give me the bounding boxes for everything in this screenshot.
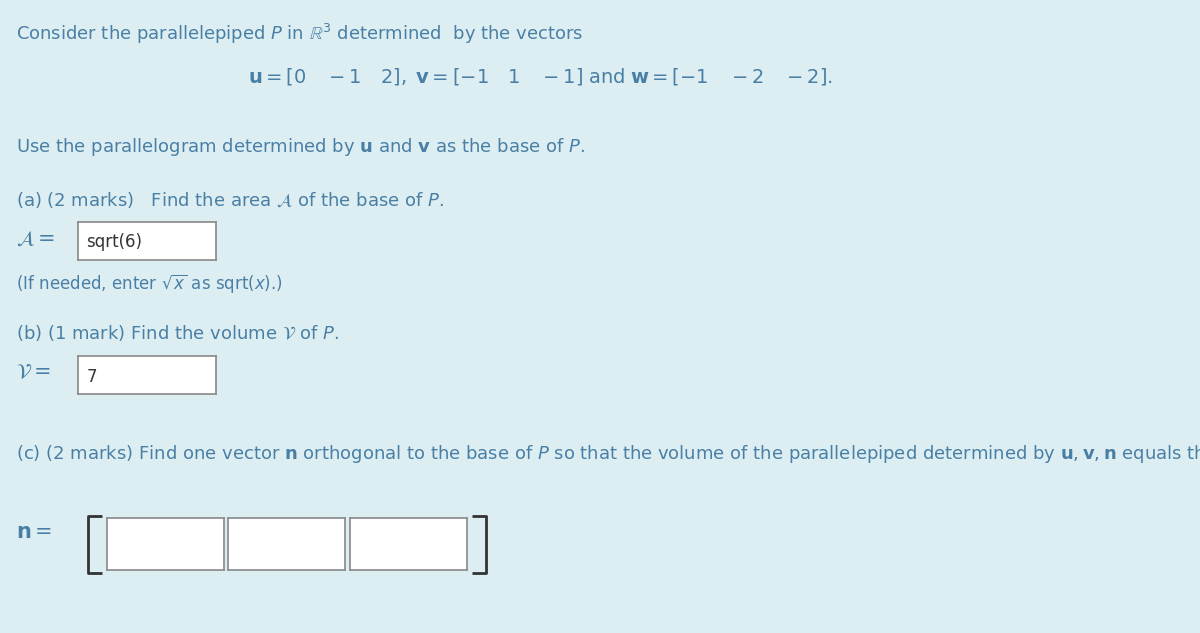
Text: 7: 7 xyxy=(86,368,97,385)
Text: (b) (1 mark) Find the volume $\mathcal{V}$ of $P$.: (b) (1 mark) Find the volume $\mathcal{V… xyxy=(16,323,338,343)
Text: Use the parallelogram determined by $\mathbf{u}$ and $\mathbf{v}$ as the base of: Use the parallelogram determined by $\ma… xyxy=(16,136,584,158)
Text: $\mathbf{u} = [0 \quad -1 \quad 2], \; \mathbf{v} = [-1 \quad 1 \quad -1] \; \ma: $\mathbf{u} = [0 \quad -1 \quad 2], \; \… xyxy=(247,66,833,87)
Text: sqrt(6): sqrt(6) xyxy=(86,234,143,251)
Text: $\mathbf{n} =$: $\mathbf{n} =$ xyxy=(16,522,52,542)
Text: $\mathcal{V} =$: $\mathcal{V} =$ xyxy=(16,362,50,382)
Text: (c) (2 marks) Find one vector $\mathbf{n}$ orthogonal to the base of $P$ so that: (c) (2 marks) Find one vector $\mathbf{n… xyxy=(16,443,1200,465)
Text: (a) (2 marks)   Find the area $\mathcal{A}$ of the base of $P$.: (a) (2 marks) Find the area $\mathcal{A}… xyxy=(16,190,444,210)
Text: Consider the parallelepiped $P$ in $\mathbb{R}^3$ determined  by the vectors: Consider the parallelepiped $P$ in $\mat… xyxy=(16,22,583,46)
Text: (If needed, enter $\sqrt{x}$ as sqrt$(x)$.): (If needed, enter $\sqrt{x}$ as sqrt$(x)… xyxy=(16,272,282,295)
Text: $\mathcal{A} =$: $\mathcal{A} =$ xyxy=(16,229,55,249)
